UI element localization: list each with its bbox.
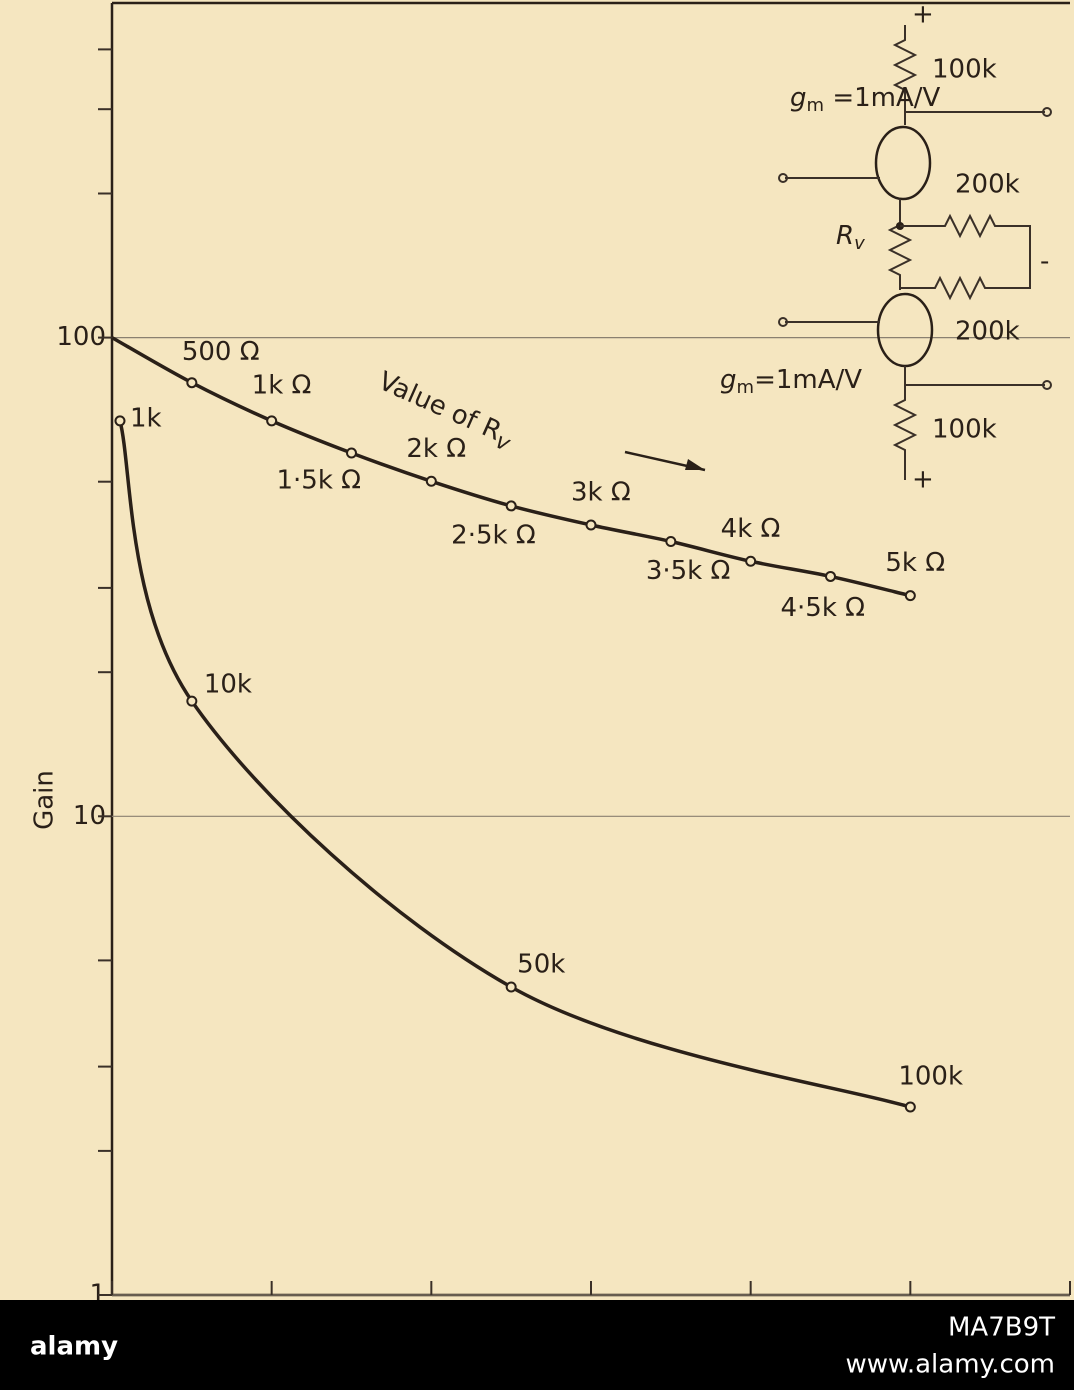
- data-point: [186, 695, 198, 707]
- terminal: [1042, 107, 1052, 117]
- point-label: 50k: [517, 949, 565, 979]
- data-point: [505, 500, 517, 512]
- watermark-band: [0, 1300, 1074, 1390]
- terminal: [1042, 380, 1052, 390]
- data-point: [266, 415, 278, 427]
- point-label: 2k Ω: [406, 434, 466, 464]
- rv-symbol: R: [836, 221, 854, 251]
- data-point: [425, 475, 437, 487]
- background: [0, 0, 1074, 1300]
- terminal: [778, 317, 788, 327]
- point-label: 5k Ω: [885, 548, 945, 578]
- circuit-label: +: [912, 0, 934, 30]
- resistor: [892, 366, 918, 480]
- watermark-brand: alamy: [30, 1332, 118, 1362]
- point-label: 3k Ω: [571, 477, 631, 507]
- point-label: 3·5k Ω: [646, 556, 731, 586]
- circuit: 100k gm =1mA/V 200k Rv 200k gm=1mA/V 100…: [720, 0, 1052, 495]
- point-label: 4·5k Ω: [781, 593, 866, 623]
- rv-sub: v: [854, 233, 865, 254]
- resistor: [900, 213, 1031, 301]
- watermark-url: www.alamy.com: [845, 1350, 1055, 1380]
- circuit-label: gm =1mA/V: [790, 83, 941, 117]
- gm-sub: m: [807, 95, 825, 116]
- terminal: [778, 173, 788, 183]
- data-point: [186, 377, 198, 389]
- gm-text: =1mA/V: [824, 83, 940, 113]
- data-point: [745, 555, 757, 567]
- point-label: 1k Ω: [252, 370, 312, 400]
- gm-symbol: g: [790, 83, 807, 113]
- point-label: 2·5k Ω: [451, 520, 536, 550]
- point-label: 1·5k Ω: [277, 466, 362, 496]
- circuit-label: 100k: [932, 55, 997, 85]
- data-point: [114, 415, 126, 427]
- data-point: [346, 447, 357, 459]
- circuit-label: 200k: [955, 317, 1020, 347]
- arrow-head: [685, 459, 705, 470]
- y-axis-label: Gain: [30, 770, 60, 830]
- data-point: [665, 536, 677, 548]
- point-label: 100k: [898, 1062, 963, 1092]
- tube: [874, 125, 932, 201]
- resistor: [892, 25, 918, 125]
- gm-text: =1mA/V: [754, 365, 862, 395]
- gm-symbol: g: [720, 365, 737, 395]
- data-point: [505, 981, 517, 993]
- gm-sub: m: [737, 377, 755, 398]
- circuit-label: gm=1mA/V: [720, 365, 862, 399]
- circuit-label: 100k: [932, 415, 997, 445]
- data-point: [904, 1101, 916, 1113]
- circuit-label: 200k: [955, 170, 1020, 200]
- curve: [118, 420, 911, 1109]
- circuit-label: Rv: [836, 221, 865, 255]
- circuit-label: -: [1040, 247, 1049, 277]
- data-point: [585, 519, 597, 531]
- circuit-label: +: [912, 465, 934, 495]
- point-label: 500 Ω: [182, 337, 260, 367]
- point-label: 10k: [204, 670, 252, 700]
- watermark-code: MA7B9T: [948, 1313, 1055, 1343]
- data-point: [825, 570, 836, 582]
- point-label: 4k Ω: [721, 514, 781, 544]
- y-tick-label: 100: [56, 322, 106, 352]
- point-label: 1k: [130, 403, 162, 433]
- data-point: [904, 590, 916, 602]
